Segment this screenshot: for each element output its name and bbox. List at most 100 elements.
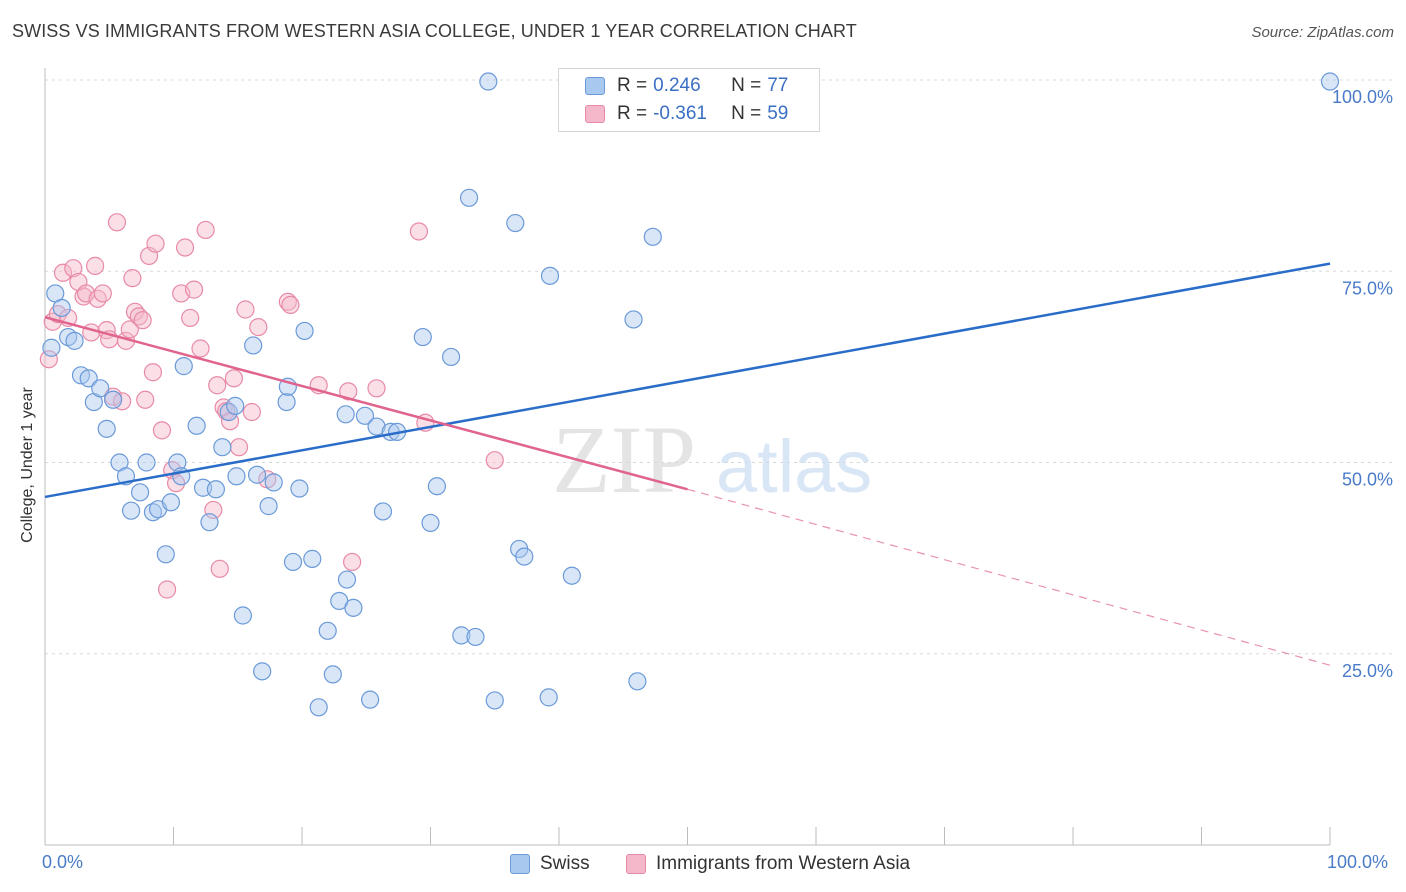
swiss-point (441, 347, 461, 367)
swiss-point (643, 227, 662, 246)
swiss-swatch (585, 77, 605, 95)
swiss-point (355, 406, 375, 425)
swiss-point (156, 545, 175, 564)
swiss-point (187, 416, 206, 435)
n-label: N = (731, 75, 762, 96)
immigrants-point (249, 317, 268, 337)
immigrants-point (339, 382, 358, 401)
immigrants-point (120, 320, 139, 339)
swiss-point (227, 467, 246, 486)
swiss-point (361, 690, 380, 709)
chart-title: SWISS VS IMMIGRANTS FROM WESTERN ASIA CO… (12, 21, 857, 41)
series-immigrants-points (39, 213, 504, 599)
legend-immigrants-label: Immigrants from Western Asia (656, 853, 911, 874)
immigrants-point (123, 269, 142, 288)
swiss-point (277, 392, 296, 412)
swiss-point (52, 298, 71, 318)
immigrants-point (210, 559, 229, 578)
immigrants-point (88, 289, 107, 308)
immigrants-point (196, 220, 215, 240)
immigrants-point (39, 350, 58, 369)
grid-lines (45, 79, 1392, 655)
swiss-swatch (510, 854, 530, 874)
swiss-point (104, 390, 123, 409)
swiss-point (421, 513, 440, 533)
immigrants-point (278, 292, 297, 311)
swiss-point (213, 438, 232, 457)
immigrants-point (152, 421, 172, 440)
immigrants-point (229, 438, 249, 457)
immigrants-trend-extension (687, 488, 1331, 666)
swiss-point (253, 662, 272, 681)
swiss-point (303, 549, 322, 568)
immigrants-point (146, 234, 165, 253)
swiss-point (137, 453, 156, 472)
x-min-label: 0.0% (42, 852, 84, 872)
y-tick-label: 75.0% (1342, 278, 1393, 298)
immigrants-trend-line (44, 315, 688, 491)
r-value: 0.246 (653, 75, 701, 96)
swiss-point (91, 379, 110, 398)
swiss-point (168, 453, 187, 472)
swiss-point (515, 547, 534, 566)
swiss-point (479, 72, 498, 91)
swiss-point (247, 465, 267, 484)
immigrants-point (93, 284, 112, 303)
immigrants-point (281, 295, 300, 315)
immigrants-point (485, 451, 504, 470)
trend-lines (44, 262, 1331, 666)
swiss-point (318, 621, 337, 640)
swiss-point (459, 188, 479, 207)
legend-row-swiss: R = 0.246 N = 77 (585, 74, 788, 98)
y-tick-label: 50.0% (1342, 470, 1393, 490)
immigrants-point (224, 369, 243, 388)
immigrants-point (112, 392, 132, 411)
immigrants-point (107, 213, 127, 232)
immigrants-point (175, 238, 195, 257)
swiss-point (121, 501, 141, 520)
y-tick-labels: 100.0% 75.0% 50.0% 25.0% (1332, 87, 1393, 681)
swiss-point (466, 627, 485, 647)
swiss-point (373, 502, 393, 521)
legend-row-immigrants: R = -0.361 N = 59 (585, 102, 788, 126)
watermark: ZIP atlas (552, 406, 872, 513)
swiss-point (206, 480, 226, 499)
swiss-point (174, 357, 193, 376)
immigrants-point (136, 390, 155, 409)
immigrants-point (184, 280, 204, 299)
swiss-point (628, 672, 647, 691)
swiss-point (624, 310, 643, 329)
legend-item-swiss[interactable]: Swiss (510, 853, 590, 875)
swiss-point (290, 479, 309, 498)
immigrants-point (208, 376, 227, 395)
r-label: R = (617, 103, 648, 124)
n-value: 77 (767, 75, 789, 96)
immigrants-point (82, 323, 101, 342)
swiss-point (309, 698, 328, 717)
swiss-point (485, 691, 504, 710)
watermark-atlas: atlas (716, 425, 872, 508)
immigrants-swatch (585, 105, 605, 123)
swiss-point (233, 606, 252, 625)
series-swiss-points (42, 72, 1340, 717)
swiss-trend-line (44, 262, 1331, 499)
swiss-point (539, 688, 558, 707)
legend-item-immigrants[interactable]: Immigrants from Western Asia (626, 853, 910, 875)
immigrants-point (74, 287, 93, 306)
y-tick-label: 100.0% (1332, 87, 1393, 107)
swiss-point (226, 396, 245, 415)
axes (44, 68, 1331, 846)
legend-swiss-label: Swiss (540, 853, 590, 874)
swiss-point (264, 473, 283, 492)
swiss-point (130, 483, 150, 502)
swiss-point (337, 570, 357, 589)
n-value: 59 (767, 103, 789, 124)
r-value: -0.361 (653, 103, 707, 124)
immigrants-swatch (626, 854, 646, 874)
swiss-point (143, 503, 163, 522)
immigrants-point (133, 311, 152, 330)
swiss-point (1320, 72, 1340, 91)
immigrants-point (242, 402, 261, 422)
swiss-point (244, 336, 263, 355)
